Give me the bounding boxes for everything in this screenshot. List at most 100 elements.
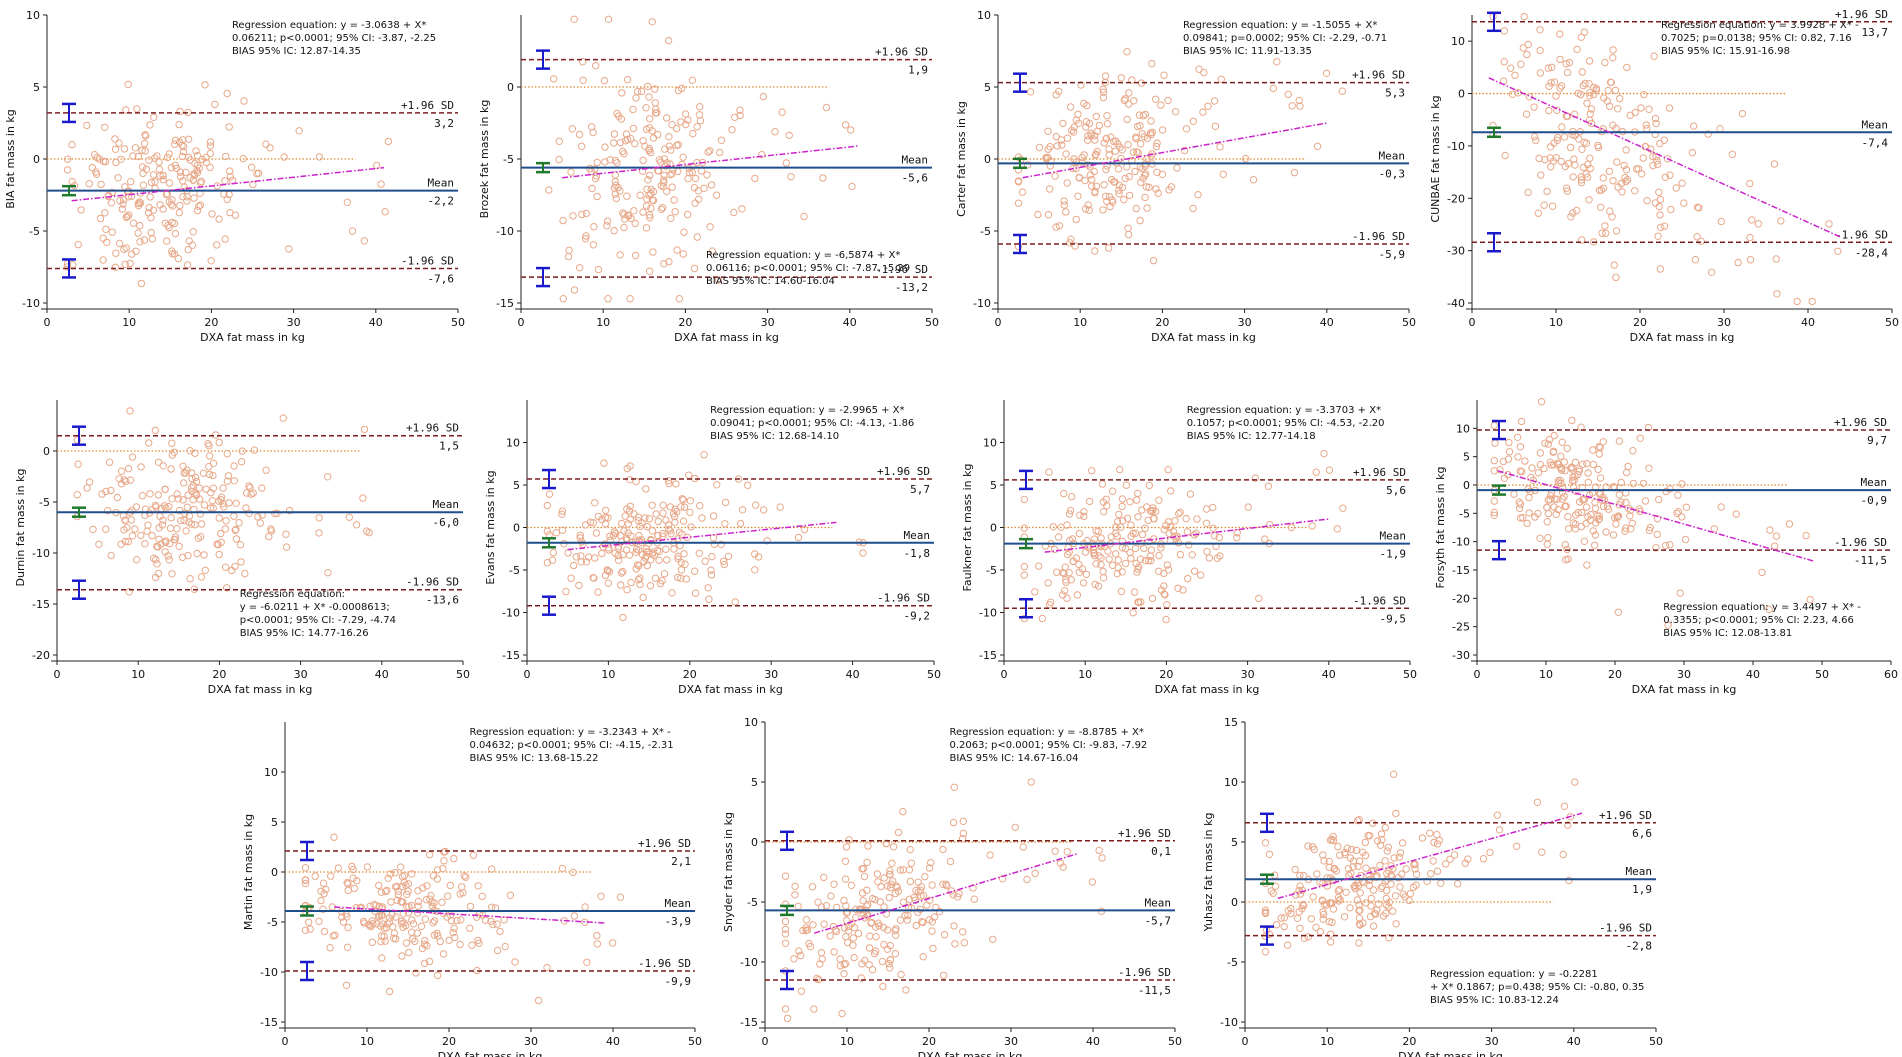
data-point xyxy=(667,146,675,154)
data-point xyxy=(1346,854,1355,862)
data-point xyxy=(808,883,817,891)
data-point xyxy=(228,176,237,185)
data-point xyxy=(1577,33,1586,41)
data-point xyxy=(916,905,925,913)
data-point xyxy=(1105,145,1113,153)
data-point xyxy=(1621,527,1629,535)
data-point xyxy=(1606,102,1614,110)
data-point xyxy=(151,154,159,162)
data-point xyxy=(224,472,233,480)
data-point xyxy=(643,185,651,194)
data-point xyxy=(684,116,692,124)
data-point xyxy=(170,219,179,228)
data-point xyxy=(865,961,873,969)
data-point xyxy=(1059,119,1067,128)
data-point xyxy=(1390,854,1398,862)
lower-limit-ci-bar xyxy=(72,579,86,600)
data-point xyxy=(1354,862,1362,871)
data-point xyxy=(912,921,920,930)
data-point xyxy=(570,561,578,570)
data-point xyxy=(175,208,184,217)
data-point xyxy=(1490,467,1499,475)
data-point xyxy=(1044,127,1052,136)
data-point xyxy=(1660,222,1669,230)
data-point xyxy=(619,613,627,622)
y-tick-label: -10 xyxy=(32,547,50,560)
data-point xyxy=(1123,115,1131,124)
data-point xyxy=(173,490,181,498)
data-point xyxy=(1284,90,1292,99)
data-point xyxy=(141,131,149,139)
data-point xyxy=(209,471,217,480)
regression-annotation: Regression equation: y = -1.5055 + X*0.0… xyxy=(1183,20,1387,57)
data-point xyxy=(880,923,888,932)
data-point xyxy=(153,560,161,568)
data-point xyxy=(1105,555,1113,563)
data-point xyxy=(1549,447,1558,455)
data-point xyxy=(1100,139,1108,147)
x-tick-label: 50 xyxy=(1815,668,1829,681)
data-point xyxy=(1352,846,1361,854)
data-point xyxy=(381,937,389,945)
data-point xyxy=(917,892,925,900)
upper-limit-label: +1.96 SD xyxy=(401,99,454,112)
data-point xyxy=(1145,183,1153,192)
data-point xyxy=(154,491,163,499)
data-point xyxy=(633,87,642,96)
data-point xyxy=(591,554,599,562)
data-point xyxy=(429,872,438,880)
regression-annotation: Regression equation: y = 3.9928 + X* -0.… xyxy=(1661,20,1859,57)
data-point xyxy=(671,518,679,526)
data-point xyxy=(680,503,689,511)
data-point xyxy=(1662,487,1670,496)
data-point xyxy=(1134,149,1142,157)
data-point xyxy=(659,529,667,538)
data-point xyxy=(1644,423,1653,432)
y-tick-label: 10 xyxy=(744,716,758,729)
data-point xyxy=(1123,514,1132,523)
data-point xyxy=(1501,151,1509,160)
data-point xyxy=(1399,890,1408,898)
data-point xyxy=(421,915,430,923)
data-point xyxy=(1014,242,1023,251)
data-point xyxy=(1390,770,1398,778)
data-point xyxy=(888,859,896,867)
annotation-line: Regression equation: y = -8.8785 + X* xyxy=(950,727,1144,738)
y-tick-label: -10 xyxy=(1452,536,1470,549)
data-point xyxy=(1423,877,1431,885)
data-point xyxy=(1609,46,1617,54)
data-point xyxy=(1663,155,1672,163)
data-point xyxy=(617,519,626,528)
data-point xyxy=(1083,136,1092,144)
data-point xyxy=(418,944,427,953)
data-point xyxy=(1547,79,1555,87)
data-point xyxy=(206,149,215,158)
regression-annotation: Regression equation: y = -0.2281+ X* 0.1… xyxy=(1430,969,1644,1006)
data-point xyxy=(776,503,784,511)
data-point xyxy=(147,214,155,222)
data-point xyxy=(1141,171,1149,180)
data-point xyxy=(1194,191,1202,199)
data-point xyxy=(730,208,738,217)
data-point xyxy=(368,938,377,946)
data-point xyxy=(162,504,170,512)
data-point xyxy=(1155,551,1163,560)
data-point xyxy=(205,452,214,460)
data-point xyxy=(132,503,141,511)
x-tick-label: 10 xyxy=(1073,316,1087,329)
data-point xyxy=(717,540,725,548)
y-tick-label: 10 xyxy=(506,437,520,450)
data-point xyxy=(1433,840,1442,848)
y-tick-label: -5 xyxy=(39,496,50,509)
data-point xyxy=(221,177,229,185)
y-tick-label: -10 xyxy=(502,607,520,620)
data-point xyxy=(830,880,838,888)
data-point xyxy=(1320,857,1328,865)
data-point xyxy=(1563,545,1571,554)
data-point xyxy=(1537,398,1546,406)
data-point xyxy=(159,462,167,470)
data-point xyxy=(1261,839,1270,847)
data-point xyxy=(1728,150,1737,159)
data-point xyxy=(1563,68,1572,77)
